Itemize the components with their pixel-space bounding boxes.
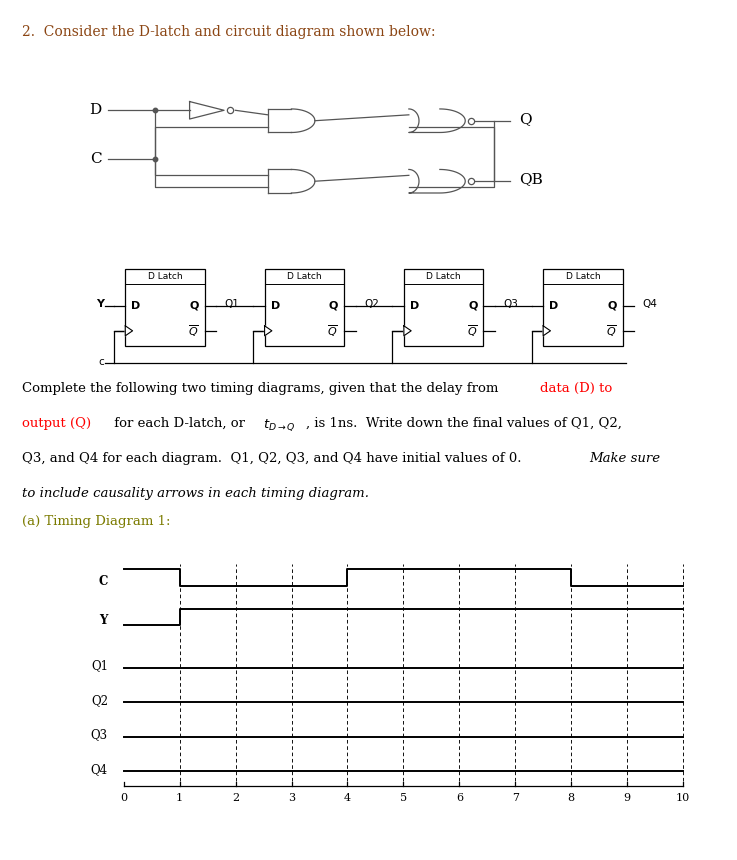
Text: 8: 8: [567, 793, 575, 803]
Text: D: D: [410, 301, 419, 310]
Text: D: D: [131, 301, 141, 310]
Text: Q3: Q3: [91, 728, 108, 741]
Text: output (Q): output (Q): [22, 417, 91, 430]
Text: D: D: [549, 301, 559, 310]
Text: Q: Q: [329, 301, 338, 310]
Text: 7: 7: [512, 793, 519, 803]
Polygon shape: [543, 326, 551, 335]
Text: 3: 3: [288, 793, 295, 803]
Text: QB: QB: [520, 173, 543, 187]
Text: Q: Q: [189, 301, 199, 310]
Text: 2.  Consider the D-latch and circuit diagram shown below:: 2. Consider the D-latch and circuit diag…: [22, 25, 436, 40]
Text: D Latch: D Latch: [566, 272, 600, 281]
Text: $t_{D \rightarrow Q}$: $t_{D \rightarrow Q}$: [263, 417, 296, 433]
Text: 4: 4: [344, 793, 351, 803]
Text: to include causality arrows in each timing diagram.: to include causality arrows in each timi…: [22, 487, 369, 500]
Text: $\overline{Q}$: $\overline{Q}$: [467, 323, 478, 339]
Text: D Latch: D Latch: [427, 272, 461, 281]
Polygon shape: [189, 101, 224, 119]
Text: for each D-latch, or: for each D-latch, or: [110, 417, 249, 430]
Text: , is 1ns.  Write down the final values of Q1, Q2,: , is 1ns. Write down the final values of…: [306, 417, 622, 430]
Text: D Latch: D Latch: [287, 272, 321, 281]
Text: D Latch: D Latch: [148, 272, 182, 281]
Text: 2: 2: [232, 793, 239, 803]
Text: data (D) to: data (D) to: [540, 382, 612, 395]
Text: Q2: Q2: [364, 299, 379, 310]
Text: D: D: [270, 301, 280, 310]
Text: Q: Q: [520, 112, 532, 126]
Text: (a) Timing Diagram 1:: (a) Timing Diagram 1:: [22, 514, 170, 528]
Text: Q3, and Q4 for each diagram.  Q1, Q2, Q3, and Q4 have initial values of 0.: Q3, and Q4 for each diagram. Q1, Q2, Q3,…: [22, 452, 530, 465]
Bar: [404, 269, 483, 347]
Polygon shape: [291, 169, 315, 193]
Bar: [543, 269, 623, 347]
Text: Make sure: Make sure: [589, 452, 660, 465]
Polygon shape: [409, 109, 465, 132]
Polygon shape: [404, 326, 411, 335]
Text: Complete the following two timing diagrams, given that the delay from: Complete the following two timing diagra…: [22, 382, 503, 395]
Polygon shape: [265, 326, 272, 335]
Polygon shape: [291, 109, 315, 132]
Text: 5: 5: [400, 793, 407, 803]
Text: Q2: Q2: [91, 694, 108, 707]
Text: 6: 6: [455, 793, 463, 803]
Text: $\overline{Q}$: $\overline{Q}$: [327, 323, 338, 339]
Text: Q3: Q3: [503, 299, 518, 310]
Text: Q: Q: [607, 301, 617, 310]
Text: 1: 1: [176, 793, 184, 803]
Text: Q1: Q1: [91, 660, 108, 673]
Text: Q1: Q1: [225, 299, 240, 310]
Bar: [265, 269, 344, 347]
Text: 0: 0: [120, 793, 128, 803]
Text: c: c: [98, 357, 104, 366]
Text: C: C: [99, 575, 108, 588]
Polygon shape: [125, 326, 133, 335]
Text: Q4: Q4: [91, 763, 108, 776]
Text: D: D: [89, 103, 102, 117]
Text: 10: 10: [676, 793, 691, 803]
Bar: [125, 269, 205, 347]
Text: $\overline{Q}$: $\overline{Q}$: [188, 323, 199, 339]
Text: Q: Q: [468, 301, 478, 310]
Text: Q4: Q4: [643, 299, 657, 310]
Text: 9: 9: [624, 793, 631, 803]
Text: Y: Y: [99, 614, 108, 627]
Polygon shape: [409, 169, 465, 193]
Text: C: C: [90, 152, 102, 166]
Text: $\overline{Q}$: $\overline{Q}$: [606, 323, 617, 339]
Text: Y: Y: [96, 299, 104, 310]
